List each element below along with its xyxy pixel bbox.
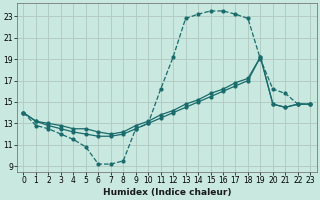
X-axis label: Humidex (Indice chaleur): Humidex (Indice chaleur) [103,188,231,197]
